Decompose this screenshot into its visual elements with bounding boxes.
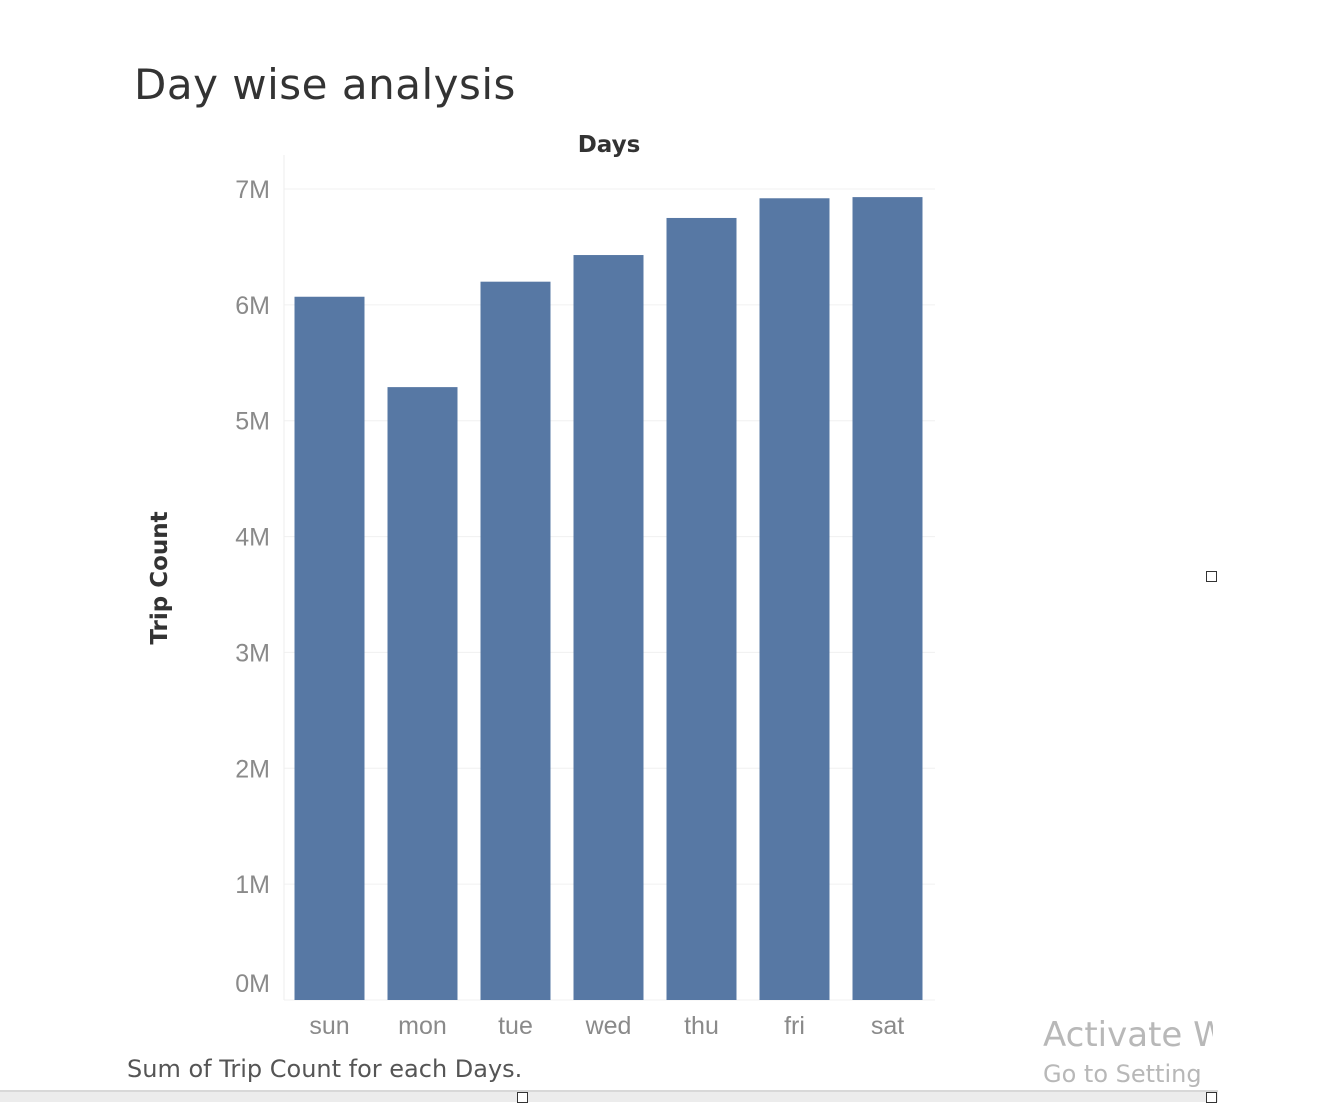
bar-wed[interactable] [573, 255, 644, 1000]
y-tick-label: 3M [235, 639, 270, 667]
y-tick-label: 4M [235, 524, 270, 552]
bar-mon[interactable] [387, 387, 458, 1000]
x-tick-labels: sun mon tue wed thu fri sat [309, 1012, 904, 1040]
watermark-line-2: Go to Setting [1043, 1060, 1202, 1088]
page-title: Day wise analysis [134, 60, 516, 109]
resize-handle-bottom[interactable] [517, 1092, 528, 1103]
x-axis-title: Days [578, 132, 641, 158]
y-tick-label: 2M [235, 755, 270, 783]
watermark-line-1: Activate W [1043, 1015, 1213, 1055]
bar-fri[interactable] [759, 198, 830, 1001]
resize-handle-corner[interactable] [1206, 1092, 1217, 1103]
y-tick-labels: 0M 1M 2M 3M 4M 5M 6M 7M [235, 176, 270, 998]
y-tick-label: 5M [235, 408, 270, 436]
bottom-scroll-edge [0, 1090, 1218, 1102]
x-tick-label-tue: tue [498, 1012, 533, 1040]
x-tick-label-wed: wed [585, 1012, 632, 1040]
bar-sat[interactable] [852, 197, 923, 1001]
y-tick-label: 0M [235, 970, 270, 998]
resize-handle-right[interactable] [1206, 571, 1217, 582]
x-tick-label-sun: sun [309, 1012, 349, 1040]
y-tick-label: 1M [235, 871, 270, 899]
x-tick-label-thu: thu [684, 1012, 719, 1040]
x-tick-label-sat: sat [871, 1012, 904, 1040]
activation-watermark: Activate W Go to Setting [1043, 1015, 1213, 1089]
bar-tue[interactable] [480, 281, 551, 1001]
y-tick-label: 7M [235, 176, 270, 204]
x-tick-label-fri: fri [784, 1012, 805, 1040]
bar-thu[interactable] [666, 217, 737, 1000]
y-tick-label: 6M [235, 292, 270, 320]
bar-sun[interactable] [294, 296, 365, 1000]
bar-group [294, 197, 923, 1001]
y-axis-title: Trip Count [147, 511, 173, 644]
chart-caption: Sum of Trip Count for each Days. [127, 1055, 523, 1083]
x-tick-label-mon: mon [398, 1012, 447, 1040]
